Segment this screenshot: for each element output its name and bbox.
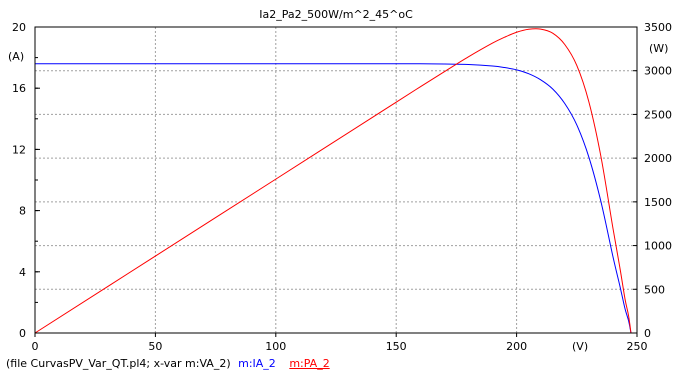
- y-axis-left-label: (A): [8, 50, 24, 63]
- footer-file-text: (file CurvasPV_Var_QT.pl4; x-var m:VA_2): [6, 357, 231, 370]
- tick-label-x: 250: [627, 340, 648, 353]
- footer-legend: (file CurvasPV_Var_QT.pl4; x-var m:VA_2)…: [6, 357, 330, 370]
- tick-label-right: 1500: [644, 196, 672, 209]
- tick-label-left: 4: [19, 266, 26, 279]
- legend-ia-label: m:IA_2: [238, 357, 276, 370]
- x-axis-label: (V): [572, 340, 588, 353]
- tick-label-left: 16: [12, 82, 26, 95]
- tick-label-right: 1000: [644, 240, 672, 253]
- tick-label-left: 0: [19, 327, 26, 340]
- tick-label-x: 100: [265, 340, 286, 353]
- tick-label-right: 2500: [644, 108, 672, 121]
- tick-label-x: 200: [506, 340, 527, 353]
- tick-label-right: 0: [644, 327, 651, 340]
- tick-label-right: 2000: [644, 152, 672, 165]
- tick-label-left: 8: [19, 205, 26, 218]
- tick-label-left: 20: [12, 21, 26, 34]
- plot-series: [34, 28, 632, 334]
- series-line-m-ia-2: [34, 63, 632, 334]
- series-line-m-pa-2: [34, 28, 632, 334]
- plot-frame: [34, 26, 638, 334]
- tick-label-x: 0: [32, 340, 39, 353]
- tick-label-right: 3500: [644, 21, 672, 34]
- chart-title: Ia2_Pa2_500W/m^2_45^oC: [259, 8, 413, 21]
- tick-label-left: 12: [12, 143, 26, 156]
- grid-lines: [35, 27, 637, 333]
- tick-label-right: 500: [644, 283, 665, 296]
- tick-label-right: 3000: [644, 65, 672, 78]
- legend-pa-label: m:PA_2: [289, 357, 330, 370]
- tick-label-x: 150: [386, 340, 407, 353]
- y-axis-right-label: (W): [649, 42, 668, 55]
- tick-label-x: 50: [148, 340, 162, 353]
